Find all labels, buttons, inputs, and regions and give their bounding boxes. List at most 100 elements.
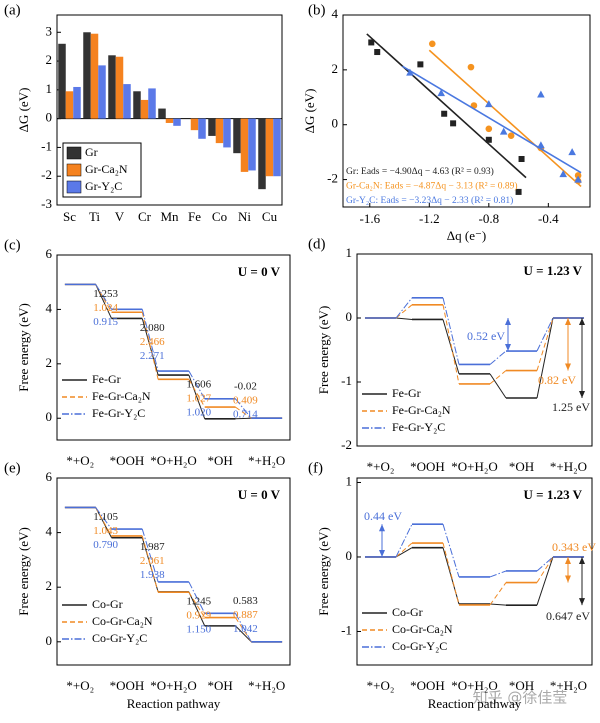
connector <box>188 370 206 400</box>
x-tick-label: *+H₂O <box>248 453 285 468</box>
x-tick-label: *+O₂ <box>367 678 395 693</box>
bar <box>215 118 224 144</box>
x-tick-label: Ni <box>238 209 251 224</box>
bar <box>123 84 131 119</box>
x-tick-label: *+O₂ <box>367 459 395 474</box>
x-tick-label: *O+H₂O <box>150 453 197 468</box>
x-tick-label: *+O₂ <box>66 453 94 468</box>
point <box>374 49 381 56</box>
connector <box>489 350 507 365</box>
fit-line <box>366 33 527 179</box>
bar <box>273 118 281 177</box>
legend-label: Co-Gr <box>92 597 123 611</box>
point <box>368 39 375 46</box>
legend-swatch <box>66 180 82 194</box>
point <box>450 120 457 127</box>
x-tick-label: -1.2 <box>419 211 440 226</box>
annotation-label: 0.44 eV <box>364 509 402 523</box>
step-label: 1.606 <box>186 379 211 391</box>
step-label: 1.253 <box>93 288 118 300</box>
legend-label: Fe-Gr-Y₂C <box>92 406 145 420</box>
legend-label: Gr <box>85 145 98 159</box>
bar <box>158 108 166 119</box>
x-axis-label: Reaction pathway <box>127 696 221 711</box>
step-label: 0.915 <box>93 316 118 328</box>
plot-frame <box>56 477 291 666</box>
step-label: 1.938 <box>140 569 165 581</box>
y-tick-label: 2 <box>332 61 339 76</box>
connector <box>95 507 112 530</box>
fit-equation: Gr: Eads = −4.90Δq − 4.63 (R² = 0.93) <box>346 166 494 177</box>
connector <box>395 542 413 558</box>
connector <box>141 528 159 583</box>
step-label: 2.466 <box>140 336 165 348</box>
x-tick-label: -0.8 <box>479 211 500 226</box>
arrow-head <box>505 318 511 325</box>
x-tick-label: *+H₂O <box>550 459 587 474</box>
point <box>568 148 576 156</box>
legend-label: Gr-Y₂C <box>85 179 122 193</box>
step-label: 2.271 <box>140 350 165 362</box>
connector <box>395 547 413 558</box>
y-tick-label: 2 <box>46 355 53 370</box>
connector <box>442 297 460 365</box>
x-tick-label: *OOH <box>410 678 445 693</box>
y-tick-label: 1 <box>346 473 353 488</box>
y-tick-label: 1 <box>46 81 53 96</box>
step-label: 1.020 <box>186 407 211 419</box>
bar <box>58 43 66 119</box>
panel-label: (a) <box>4 2 21 18</box>
x-tick-label: Mn <box>160 209 179 224</box>
connector <box>141 309 159 372</box>
legend-label: Fe-Gr <box>92 372 121 386</box>
bar <box>73 86 81 119</box>
condition-label: U = 1.23 V <box>524 263 583 278</box>
y-axis-label: Free energy (eV) <box>16 303 31 392</box>
condition-label: U = 0 V <box>238 487 281 502</box>
point <box>441 110 448 117</box>
arrow-head <box>579 556 585 564</box>
step-label: -0.02 <box>234 380 257 392</box>
point <box>437 89 446 97</box>
x-tick-label: Cu <box>262 209 278 224</box>
connector <box>489 582 507 606</box>
step-label: 1.105 <box>93 511 118 523</box>
bar <box>173 118 181 126</box>
step-label: 0.887 <box>233 609 258 621</box>
connector <box>489 570 507 578</box>
arrow-head <box>565 556 571 564</box>
bar <box>208 118 216 136</box>
connector <box>141 312 159 380</box>
plot-frame <box>56 254 291 441</box>
legend-label: Co-Gr-Ca₂N <box>92 614 153 628</box>
connector <box>489 370 507 385</box>
y-tick-label: -2 <box>41 167 52 182</box>
plot-frame <box>56 14 283 206</box>
point <box>515 188 522 195</box>
point <box>574 172 582 179</box>
connector <box>235 613 252 643</box>
connector <box>235 398 252 419</box>
point <box>574 175 582 183</box>
arrow-head <box>379 549 385 557</box>
y-tick-label: 4 <box>46 300 53 315</box>
bar <box>223 118 231 148</box>
legend-label: Fe-Gr-Ca₂N <box>392 403 451 417</box>
annotation-label: 0.343 eV <box>552 540 596 554</box>
connector <box>442 524 460 578</box>
legend-label: Co-Gr-Ca₂N <box>392 622 453 636</box>
point <box>485 136 492 143</box>
bar <box>115 56 124 119</box>
connector <box>141 535 159 593</box>
connector <box>188 374 206 419</box>
connector <box>188 379 206 408</box>
legend-swatch <box>66 146 82 160</box>
arrow-head <box>565 363 571 371</box>
step-label: 1.024 <box>93 302 118 314</box>
legend-label: Co-Gr-Y₂C <box>92 631 147 645</box>
bar <box>83 32 91 119</box>
bar <box>165 118 174 123</box>
step-label: 1.027 <box>186 393 211 405</box>
bar <box>108 55 116 119</box>
